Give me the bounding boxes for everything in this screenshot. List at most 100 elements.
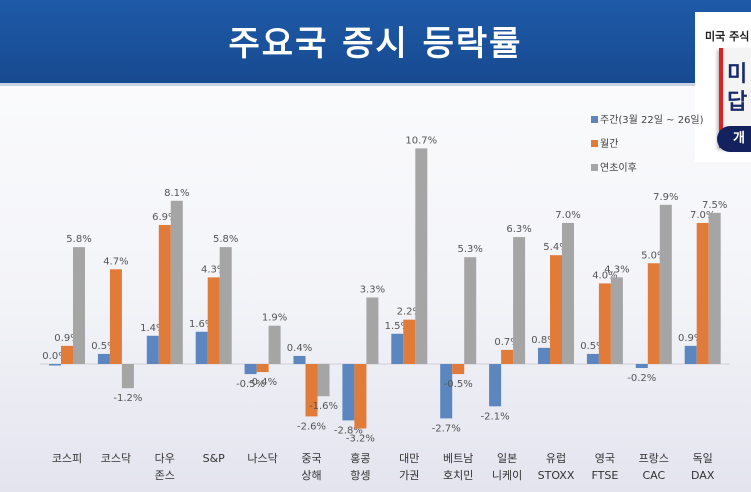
- bar-monthly: [696, 222, 709, 364]
- data-label: 0.0%: [42, 351, 67, 362]
- category-label: FTSE: [592, 469, 619, 482]
- bar-weekly: [489, 364, 502, 407]
- legend-swatch: [591, 140, 598, 147]
- data-label: -2.7%: [432, 423, 461, 434]
- bar-ytd: [366, 297, 379, 364]
- legend-label: 월간: [600, 138, 618, 150]
- data-label: 5.3%: [457, 244, 482, 255]
- bar-ytd: [73, 247, 85, 364]
- category-label: 베트남: [443, 452, 473, 465]
- data-label: 5.4%: [543, 242, 568, 253]
- data-label: -0.4%: [248, 377, 277, 388]
- header-banner: 주요국 증시 등락률: [0, 0, 751, 86]
- bar-weekly: [684, 345, 697, 364]
- data-label: 5.8%: [66, 234, 91, 245]
- data-label: 0.7%: [494, 337, 519, 348]
- category-label: STOXX: [538, 469, 575, 482]
- data-label: 7.0%: [690, 210, 715, 221]
- data-label: 0.5%: [580, 341, 605, 352]
- category-label: 코스피: [52, 452, 82, 465]
- data-label: 0.5%: [91, 341, 116, 352]
- data-label: 6.3%: [506, 224, 531, 235]
- bar-monthly: [501, 349, 514, 364]
- data-label: -1.6%: [309, 401, 338, 412]
- bar-weekly: [49, 364, 61, 366]
- bar-monthly: [354, 364, 367, 429]
- category-label: 호치민: [443, 469, 473, 482]
- category-label: 코스닥: [101, 452, 131, 465]
- bar-weekly: [440, 364, 453, 419]
- data-label: 0.9%: [54, 333, 79, 344]
- legend-swatch: [591, 116, 598, 123]
- ad-top-text: 미국 주식: [705, 30, 750, 43]
- bar-ytd: [219, 247, 232, 364]
- category-label: 상해: [301, 468, 321, 482]
- data-label: 0.9%: [678, 333, 703, 344]
- bar-weekly: [195, 331, 208, 364]
- page-title: 주요국 증시 등락률: [228, 24, 523, 64]
- ad-big-text-2: 답: [727, 90, 748, 115]
- bar-ytd: [659, 204, 672, 364]
- bar-ytd: [317, 364, 330, 397]
- category-label: 다우: [155, 452, 175, 465]
- bar-monthly: [550, 255, 562, 364]
- category-label: 홍콩: [350, 451, 370, 465]
- data-label: 1.6%: [189, 319, 214, 330]
- bar-weekly: [244, 364, 257, 375]
- data-label: 4.3%: [604, 264, 629, 275]
- data-label: 4.7%: [103, 256, 128, 267]
- data-label: -1.2%: [113, 393, 142, 404]
- legend-swatch: [591, 164, 598, 171]
- category-label: 중국: [301, 452, 321, 465]
- data-label: 8.1%: [164, 188, 189, 199]
- bar-ytd: [170, 200, 183, 364]
- bar-ytd: [513, 237, 526, 364]
- category-label: 가권: [399, 469, 419, 482]
- data-label: -2.1%: [481, 411, 510, 422]
- bar-ytd: [268, 325, 281, 364]
- category-label: CAC: [642, 469, 665, 482]
- legend-label: 주간(3월 22일 ~ 26일): [600, 114, 704, 126]
- bar-monthly: [403, 319, 416, 364]
- data-label: 3.3%: [360, 285, 385, 296]
- bar-monthly: [61, 345, 73, 364]
- bar-monthly: [647, 263, 660, 364]
- data-label: -3.2%: [346, 433, 375, 444]
- bar-ytd: [562, 222, 574, 364]
- data-label: 7.9%: [653, 192, 678, 203]
- data-label: 7.0%: [555, 210, 580, 221]
- bar-weekly: [146, 335, 159, 364]
- data-label: 4.0%: [592, 270, 617, 281]
- category-label: 프랑스: [639, 452, 669, 465]
- bar-monthly: [207, 277, 220, 364]
- bar-weekly: [293, 355, 306, 364]
- bar-weekly: [538, 347, 550, 364]
- data-label: 0.4%: [287, 343, 312, 354]
- category-label: 일본: [497, 451, 517, 465]
- ad-button[interactable]: 개: [717, 126, 751, 152]
- data-label: 4.3%: [201, 264, 226, 275]
- category-label: 항셍: [350, 469, 370, 482]
- data-label: 7.5%: [702, 200, 727, 211]
- bar-weekly: [97, 353, 110, 364]
- bar-weekly: [635, 364, 648, 369]
- data-label: 5.8%: [213, 234, 238, 245]
- category-label: S&P: [203, 452, 226, 465]
- bar-ytd: [415, 148, 428, 364]
- data-label: 1.5%: [385, 321, 410, 332]
- bar-weekly: [342, 364, 355, 421]
- data-label: 2.2%: [397, 307, 422, 318]
- data-label: -0.5%: [444, 379, 473, 390]
- category-label: 독일: [693, 451, 713, 465]
- bar-monthly: [598, 283, 611, 364]
- data-label: 1.9%: [262, 313, 287, 324]
- category-label: 나스닥: [247, 452, 277, 465]
- category-label: 영국: [595, 452, 615, 465]
- bar-monthly: [256, 364, 269, 373]
- data-label: 0.8%: [531, 335, 556, 346]
- category-label: 대만: [399, 452, 419, 465]
- book-ad[interactable]: 미국 주식 미 답 개: [695, 12, 751, 162]
- bar-ytd: [464, 257, 477, 364]
- legend-label: 연초이후: [600, 162, 637, 174]
- data-label: -2.6%: [297, 421, 326, 432]
